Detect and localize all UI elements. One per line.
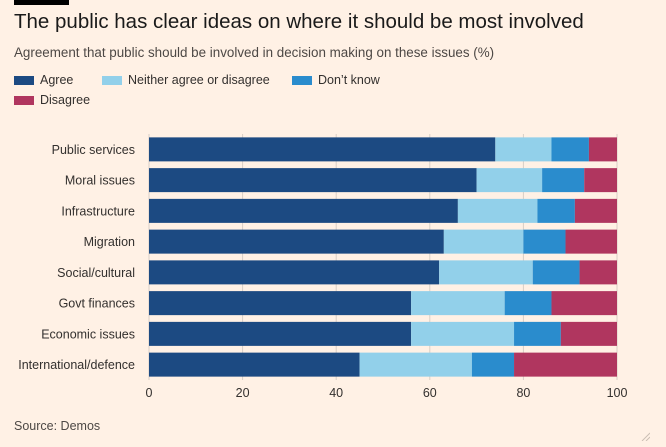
bar-segment — [149, 321, 412, 346]
bar-segment — [551, 291, 617, 316]
legend-item-agree: Agree — [14, 73, 73, 87]
bar-segment — [149, 137, 496, 162]
x-tick-label: 20 — [236, 386, 250, 400]
bar-segment — [411, 291, 505, 316]
category-label: Public services — [52, 143, 135, 157]
bar-segment — [523, 229, 566, 254]
x-tick-label: 0 — [146, 386, 153, 400]
bar-segment — [149, 352, 360, 377]
bar-segment — [565, 229, 617, 254]
bar-segment — [537, 198, 575, 223]
legend-item-neither: Neither agree or disagree — [102, 73, 270, 87]
bar-segment — [149, 168, 477, 193]
bar-segment — [439, 260, 533, 285]
bar-segment — [579, 260, 617, 285]
category-label: Moral issues — [65, 174, 135, 188]
bar-segment — [411, 321, 515, 346]
legend-label-dont-know: Don’t know — [318, 73, 380, 87]
bar-segment — [457, 198, 538, 223]
bar-segment — [476, 168, 543, 193]
bar-segment — [504, 291, 552, 316]
legend-item-disagree: Disagree — [14, 93, 90, 107]
bar-segment — [149, 229, 444, 254]
bar-segment — [560, 321, 617, 346]
bar-segment — [149, 260, 440, 285]
bar-segment — [542, 168, 585, 193]
legend-swatch-agree — [14, 75, 34, 85]
category-label: Govt finances — [59, 297, 135, 311]
bar-segment — [359, 352, 472, 377]
bar-segment — [551, 137, 589, 162]
x-tick-label: 60 — [423, 386, 437, 400]
x-tick-label: 100 — [607, 386, 628, 400]
chart-legend: Agree Neither agree or disagree Don’t kn… — [14, 73, 434, 113]
category-label: Migration — [84, 235, 135, 249]
chart-title: The public has clear ideas on where it s… — [14, 10, 584, 33]
x-tick-label: 80 — [516, 386, 530, 400]
bar-segment — [584, 168, 617, 193]
category-label: Social/cultural — [57, 266, 135, 280]
bar-segment — [495, 137, 552, 162]
bar-segment — [532, 260, 580, 285]
source-note: Source: Demos — [14, 419, 101, 433]
x-tick-label: 40 — [329, 386, 343, 400]
resize-grip-icon — [641, 432, 650, 441]
category-label: Economic issues — [41, 327, 135, 341]
category-label: International/defence — [18, 358, 135, 372]
legend-label-agree: Agree — [40, 73, 74, 87]
bar-segment — [471, 352, 515, 377]
legend-swatch-neither — [102, 75, 122, 85]
bar-segment — [149, 291, 412, 316]
legend-label-neither: Neither agree or disagree — [128, 73, 270, 87]
legend-label-disagree: Disagree — [40, 93, 91, 107]
bar-segment — [514, 352, 617, 377]
bar-segment — [588, 137, 617, 162]
bar-segment — [574, 198, 617, 223]
legend-swatch-dont-know — [292, 75, 312, 85]
legend-item-dont-know: Don’t know — [292, 73, 380, 87]
header-accent-bar — [14, 0, 69, 5]
legend-swatch-disagree — [14, 95, 34, 105]
bar-segment — [514, 321, 561, 346]
category-label: Infrastructure — [61, 204, 135, 218]
chart-subtitle: Agreement that public should be involved… — [14, 45, 495, 60]
bar-segment — [443, 229, 524, 254]
bar-segment — [149, 198, 458, 223]
